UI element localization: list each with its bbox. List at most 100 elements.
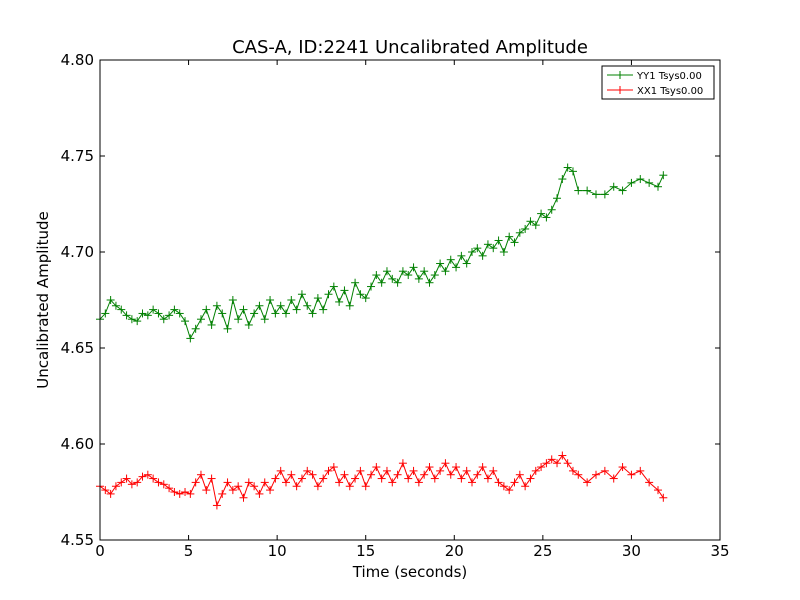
data-point: [563, 163, 572, 172]
data-point: [521, 224, 530, 233]
data-point: [574, 186, 583, 195]
data-point: [181, 317, 190, 326]
data-point: [583, 478, 592, 487]
y-tick-label: 4.80: [61, 51, 94, 69]
data-point: [537, 209, 546, 218]
data-point: [436, 466, 445, 475]
data-point: [499, 248, 508, 256]
data-point: [600, 190, 609, 199]
data-point: [218, 309, 227, 318]
data-point: [335, 478, 344, 487]
data-point: [452, 263, 461, 272]
data-point: [154, 478, 163, 487]
data-point: [138, 472, 147, 481]
data-point: [228, 486, 237, 495]
data-point: [282, 309, 290, 318]
data-point: [345, 482, 354, 491]
data-point: [393, 470, 402, 479]
data-point: [223, 324, 232, 333]
data-point: [659, 171, 668, 180]
data-point: [165, 484, 174, 493]
chart-title: CAS-A, ID:2241 Uncalibrated Amplitude: [232, 37, 588, 58]
data-point: [468, 248, 476, 256]
data-point: [234, 315, 243, 324]
data-point: [223, 478, 232, 487]
data-point: [133, 317, 142, 326]
data-point: [505, 232, 514, 241]
data-point: [260, 478, 269, 487]
data-point: [645, 478, 654, 487]
data-point: [636, 175, 645, 184]
data-point: [159, 315, 168, 324]
data-point: [420, 267, 429, 276]
data-point: [154, 309, 163, 318]
data-point: [143, 311, 152, 320]
data-point: [159, 480, 168, 489]
data-point: [361, 482, 370, 491]
legend-box: [601, 65, 715, 100]
x-tick-label: 20: [445, 542, 464, 560]
plot-area: [100, 60, 720, 540]
data-point: [372, 271, 381, 280]
data-point: [537, 463, 546, 472]
data-point: [228, 296, 237, 304]
data-point: [351, 278, 360, 287]
data-point: [186, 489, 195, 498]
data-point: [356, 466, 365, 475]
data-point: [324, 466, 333, 475]
legend-label: YY1 Tsys0.00: [636, 71, 702, 82]
data-point: [287, 296, 296, 304]
data-point: [510, 478, 519, 487]
series-layer: [96, 163, 668, 510]
data-point: [239, 493, 248, 502]
data-point: [266, 486, 275, 495]
data-point: [175, 309, 184, 318]
data-point: [526, 217, 535, 226]
data-point: [117, 305, 126, 314]
data-point: [404, 474, 413, 483]
data-point: [654, 182, 662, 191]
data-point: [149, 305, 158, 314]
data-point: [568, 466, 577, 475]
data-point: [531, 466, 540, 475]
data-point: [292, 305, 301, 314]
data-point: [191, 324, 200, 333]
data-point: [212, 501, 221, 510]
data-point: [473, 244, 482, 253]
data-point: [430, 474, 439, 483]
data-point: [324, 290, 333, 299]
data-point: [489, 466, 498, 475]
data-point: [122, 311, 131, 320]
data-point: [388, 274, 397, 283]
y-tick-label: 4.55: [61, 531, 94, 549]
data-point: [393, 278, 402, 287]
data-point: [361, 294, 370, 303]
data-point: [547, 455, 556, 464]
data-point: [398, 459, 407, 468]
x-tick-label: 5: [184, 542, 194, 560]
data-point: [250, 309, 259, 318]
data-point: [329, 282, 338, 291]
data-point: [101, 486, 110, 495]
data-point: [186, 334, 195, 343]
data-point: [335, 297, 344, 306]
x-tick-label: 15: [356, 542, 375, 560]
legend-label: XX1 Tsys0.00: [637, 86, 703, 97]
x-tick-label: 0: [95, 542, 105, 560]
data-point: [207, 474, 216, 483]
data-point: [255, 489, 264, 498]
data-point: [430, 271, 439, 280]
data-point: [446, 470, 455, 479]
data-point: [468, 478, 476, 487]
data-point: [425, 463, 434, 472]
data-point: [122, 474, 131, 483]
data-point: [138, 309, 147, 318]
data-point: [276, 466, 285, 475]
data-point: [592, 190, 600, 199]
data-point: [499, 482, 508, 491]
data-point: [356, 290, 365, 299]
data-point: [574, 470, 583, 479]
data-point: [372, 463, 381, 472]
data-point: [287, 470, 296, 479]
